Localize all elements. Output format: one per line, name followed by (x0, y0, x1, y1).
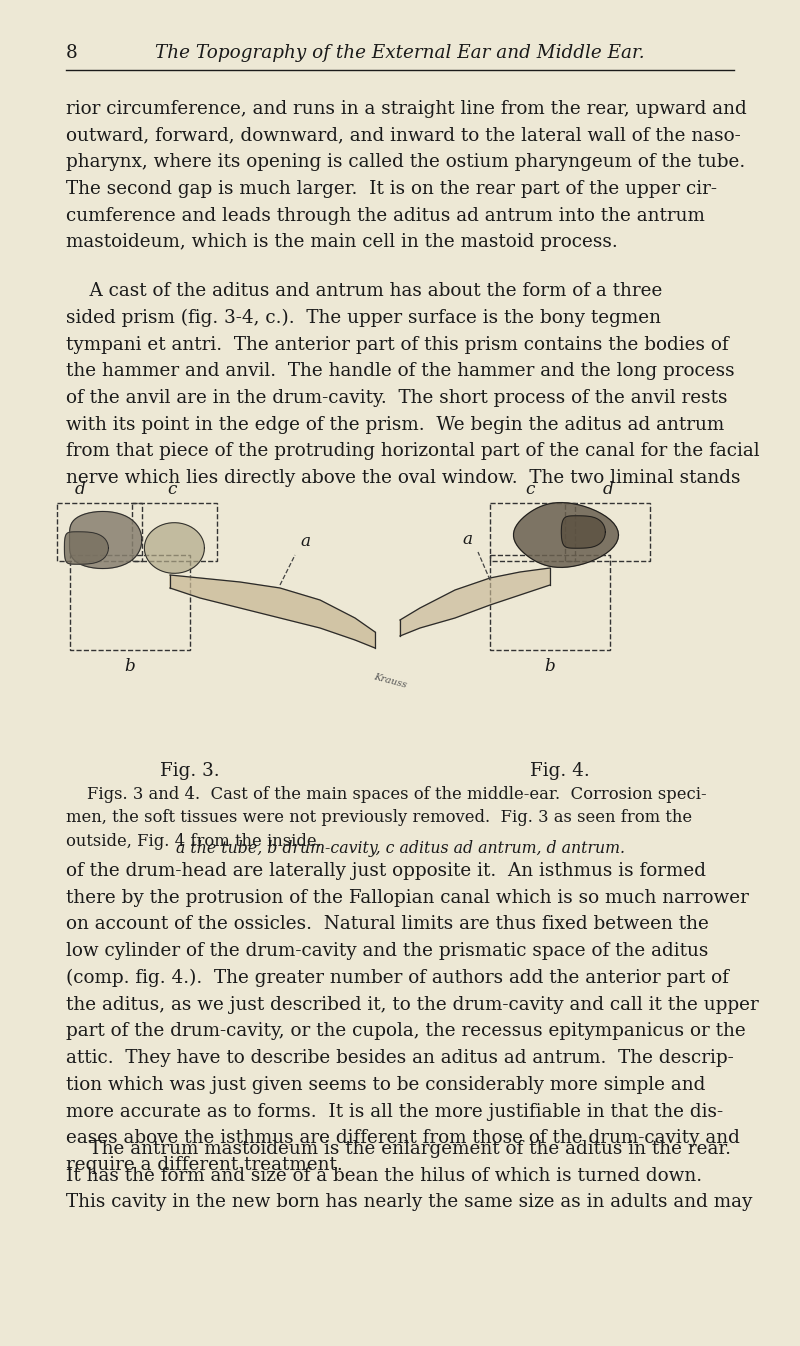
Text: d: d (602, 481, 614, 498)
Polygon shape (400, 568, 550, 637)
Text: d: d (74, 481, 86, 498)
Text: A cast of the aditus and antrum has about the form of a three
sided prism (fig. : A cast of the aditus and antrum has abou… (66, 283, 759, 487)
Text: Fig. 3.: Fig. 3. (160, 762, 220, 779)
Text: a: a (300, 533, 310, 551)
Text: rior circumference, and runs in a straight line from the rear, upward and
outwar: rior circumference, and runs in a straig… (66, 100, 746, 252)
Text: The Topography of the External Ear and Middle Ear.: The Topography of the External Ear and M… (155, 44, 645, 62)
Bar (565, 503, 650, 561)
Bar (132, 503, 217, 561)
Text: c: c (167, 481, 177, 498)
Text: Krauss: Krauss (373, 673, 407, 690)
Text: 8: 8 (66, 44, 78, 62)
Text: c: c (526, 481, 534, 498)
Bar (70, 555, 190, 650)
Text: of the drum-head are laterally just opposite it.  An isthmus is formed
there by : of the drum-head are laterally just oppo… (66, 861, 758, 1174)
Bar (57, 503, 142, 561)
Bar (490, 555, 610, 650)
Polygon shape (70, 511, 142, 568)
Text: Figs. 3 and 4.  Cast of the main spaces of the middle-ear.  Corrosion speci-
men: Figs. 3 and 4. Cast of the main spaces o… (66, 786, 706, 851)
Text: Fig. 4.: Fig. 4. (530, 762, 590, 779)
Polygon shape (562, 516, 606, 548)
Polygon shape (170, 575, 375, 647)
Polygon shape (514, 502, 618, 568)
Text: b: b (125, 658, 135, 674)
Polygon shape (65, 532, 109, 564)
Text: a the tube, b drum-cavity, c aditus ad antrum, d antrum.: a the tube, b drum-cavity, c aditus ad a… (175, 840, 625, 857)
Bar (490, 503, 575, 561)
Polygon shape (145, 522, 205, 573)
Text: b: b (545, 658, 555, 674)
Text: The antrum mastoideum is the enlargement of the aditus in the rear.
It has the f: The antrum mastoideum is the enlargement… (66, 1140, 752, 1211)
Text: a: a (462, 532, 472, 548)
